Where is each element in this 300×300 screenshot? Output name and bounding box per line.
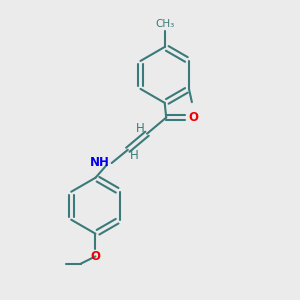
Text: NH: NH <box>90 156 110 169</box>
Text: O: O <box>188 111 198 124</box>
Text: H: H <box>130 148 139 162</box>
Text: O: O <box>91 250 100 263</box>
Text: CH₃: CH₃ <box>155 19 174 29</box>
Text: H: H <box>136 122 145 135</box>
